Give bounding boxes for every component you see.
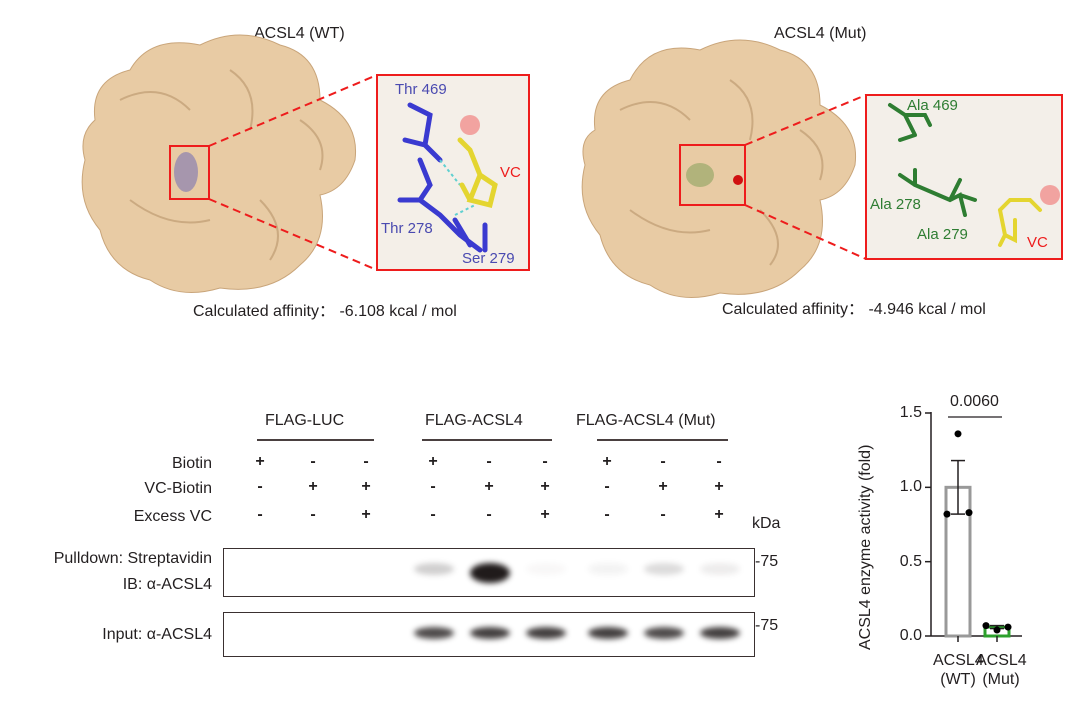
blot-band [526, 563, 566, 575]
row-label-excess-vc: Excess VC [133, 508, 212, 525]
mut-affinity: Calculated affinity： -4.946 kcal / mol [722, 301, 986, 318]
blot-band [588, 563, 628, 575]
data-point [982, 622, 990, 630]
treatment-sign: - [430, 478, 436, 495]
group-underline [422, 439, 552, 441]
treatment-sign: + [714, 506, 724, 523]
wt-protein-surface [81, 34, 530, 293]
y-tick-label: 0.5 [899, 552, 922, 570]
treatment-sign: - [486, 453, 492, 470]
wt-affinity: Calculated affinity： -6.108 kcal / mol [193, 303, 457, 320]
wt-residue-label: Thr 278 [381, 220, 433, 237]
blot-band [414, 563, 454, 575]
treatment-sign: - [310, 453, 316, 470]
blot-band [700, 627, 740, 639]
kda-label: kDa [752, 515, 781, 532]
treatment-sign: - [604, 478, 610, 495]
treatment-sign: - [486, 506, 492, 523]
y-tick-label: 1.0 [899, 478, 922, 496]
data-point [954, 430, 962, 438]
blot-band [470, 627, 510, 639]
wt-title: ACSL4 (WT) [254, 25, 345, 42]
group-label: FLAG-ACSL4 (Mut) [576, 412, 716, 429]
marker-value: 75 [760, 617, 779, 634]
group-label: FLAG-LUC [265, 412, 345, 429]
blot-band [414, 627, 454, 639]
treatment-sign: - [660, 506, 666, 523]
blot-band [526, 627, 566, 639]
data-point [965, 509, 973, 517]
mut-residue-label: Ala 469 [907, 97, 958, 114]
treatment-sign: - [310, 506, 316, 523]
wt-residue-label: Thr 469 [395, 81, 447, 98]
y-tick-label: 1.5 [899, 404, 922, 421]
treatment-sign: + [602, 453, 612, 470]
wt-ligand-label: VC [500, 164, 521, 181]
x-tick-label: (Mut) [982, 671, 1020, 688]
marker-value: 75 [760, 553, 779, 570]
treatment-sign: + [714, 478, 724, 495]
group-underline [257, 439, 374, 441]
treatment-sign: - [604, 506, 610, 523]
treatment-sign: + [428, 453, 438, 470]
treatment-sign: - [430, 506, 436, 523]
pulldown-label: Pulldown: Streptavidin [53, 550, 212, 567]
treatment-sign: + [484, 478, 494, 495]
row-label-biotin: Biotin [171, 455, 212, 472]
x-tick-label: ACSL4 [933, 652, 984, 669]
blot-band [644, 627, 684, 639]
y-tick-label: 0.0 [899, 627, 922, 644]
blot-band [644, 563, 684, 575]
mut-residue-label: Ala 278 [870, 196, 921, 213]
row-label-vc-biotin: VC-Biotin [144, 480, 212, 497]
bar [983, 625, 1011, 638]
treatment-sign: - [257, 506, 263, 523]
data-point [1004, 623, 1012, 631]
marker-75: -75 [755, 617, 779, 634]
pulldown-blot [223, 548, 755, 597]
bar [944, 485, 972, 638]
wt-residue-label: Ser 279 [462, 250, 515, 267]
p-value-annotation: 0.0060 [950, 393, 999, 410]
treatment-sign: + [361, 506, 371, 523]
y-axis-label: ACSL4 enzyme activity (fold) [857, 444, 874, 650]
treatment-sign: - [716, 453, 722, 470]
docking-graphics [81, 34, 1063, 298]
mut-ligand-label: VC [1027, 234, 1048, 251]
treatment-sign: + [255, 453, 265, 470]
treatment-sign: + [308, 478, 318, 495]
treatment-sign: - [363, 453, 369, 470]
group-underline [597, 439, 728, 441]
data-point [993, 626, 1001, 634]
treatment-sign: + [540, 478, 550, 495]
blot-band [470, 563, 510, 583]
marker-75: -75 [755, 553, 779, 570]
data-point [943, 510, 951, 518]
treatment-sign: + [658, 478, 668, 495]
treatment-sign: - [660, 453, 666, 470]
treatment-sign: - [257, 478, 263, 495]
blot-band [700, 563, 740, 575]
blot-band [588, 627, 628, 639]
group-label: FLAG-ACSL4 [425, 412, 523, 429]
treatment-sign: + [361, 478, 371, 495]
ib-label: IB: α-ACSL4 [122, 576, 212, 593]
treatment-sign: - [542, 453, 548, 470]
mut-title: ACSL4 (Mut) [774, 25, 867, 42]
input-label: Input: α-ACSL4 [102, 626, 212, 643]
mut-protein-surface [581, 39, 1063, 298]
x-tick-label: (WT) [940, 671, 976, 688]
mut-residue-label: Ala 279 [917, 226, 968, 243]
treatment-sign: + [540, 506, 550, 523]
x-tick-label: ACSL4 [976, 652, 1027, 669]
input-blot [223, 612, 755, 657]
